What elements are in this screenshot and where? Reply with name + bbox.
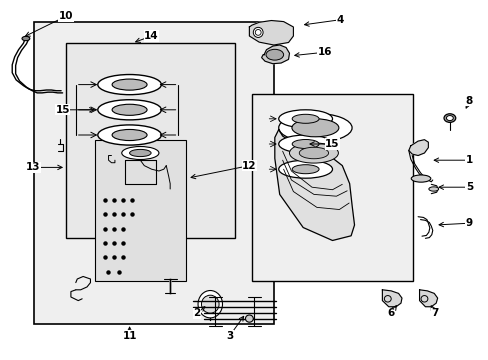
Ellipse shape bbox=[265, 49, 283, 60]
Ellipse shape bbox=[112, 104, 147, 115]
Ellipse shape bbox=[122, 147, 159, 159]
Polygon shape bbox=[274, 130, 354, 240]
Polygon shape bbox=[419, 290, 437, 307]
Text: 7: 7 bbox=[430, 308, 438, 318]
Text: 10: 10 bbox=[59, 11, 73, 21]
Text: 14: 14 bbox=[144, 31, 159, 41]
Ellipse shape bbox=[112, 130, 147, 140]
Text: 3: 3 bbox=[226, 330, 233, 341]
Text: 13: 13 bbox=[25, 162, 40, 172]
Ellipse shape bbox=[278, 160, 332, 178]
Ellipse shape bbox=[410, 175, 430, 182]
Ellipse shape bbox=[278, 135, 332, 153]
Ellipse shape bbox=[98, 75, 161, 95]
Ellipse shape bbox=[22, 36, 30, 41]
Ellipse shape bbox=[278, 110, 332, 128]
Ellipse shape bbox=[291, 165, 319, 174]
Ellipse shape bbox=[198, 291, 222, 318]
Ellipse shape bbox=[291, 139, 319, 148]
Polygon shape bbox=[261, 45, 289, 64]
Ellipse shape bbox=[291, 119, 338, 137]
Text: 15: 15 bbox=[55, 105, 70, 115]
Ellipse shape bbox=[253, 27, 263, 37]
Polygon shape bbox=[382, 290, 401, 307]
Bar bbox=[34, 22, 273, 324]
Ellipse shape bbox=[98, 100, 161, 120]
Ellipse shape bbox=[112, 79, 147, 90]
Ellipse shape bbox=[291, 114, 319, 123]
Text: 6: 6 bbox=[387, 308, 394, 318]
Bar bbox=[251, 94, 412, 281]
Ellipse shape bbox=[443, 114, 455, 122]
Polygon shape bbox=[249, 21, 293, 45]
Ellipse shape bbox=[129, 149, 151, 157]
Ellipse shape bbox=[299, 147, 328, 159]
Bar bbox=[95, 140, 185, 281]
Text: 2: 2 bbox=[193, 308, 200, 318]
Text: 11: 11 bbox=[122, 330, 137, 341]
Ellipse shape bbox=[201, 295, 219, 313]
Text: 15: 15 bbox=[325, 139, 339, 149]
Text: 8: 8 bbox=[465, 96, 472, 106]
Text: 16: 16 bbox=[317, 47, 332, 57]
Bar bbox=[66, 43, 234, 238]
Text: 12: 12 bbox=[242, 161, 256, 171]
Ellipse shape bbox=[98, 125, 161, 145]
Text: 1: 1 bbox=[465, 155, 472, 165]
Ellipse shape bbox=[278, 113, 351, 142]
Text: 5: 5 bbox=[465, 182, 472, 192]
Ellipse shape bbox=[289, 143, 338, 163]
Polygon shape bbox=[408, 140, 427, 156]
Ellipse shape bbox=[245, 315, 253, 322]
Ellipse shape bbox=[428, 187, 438, 191]
Text: 4: 4 bbox=[335, 15, 343, 25]
Text: 9: 9 bbox=[465, 218, 472, 228]
Ellipse shape bbox=[446, 116, 452, 121]
